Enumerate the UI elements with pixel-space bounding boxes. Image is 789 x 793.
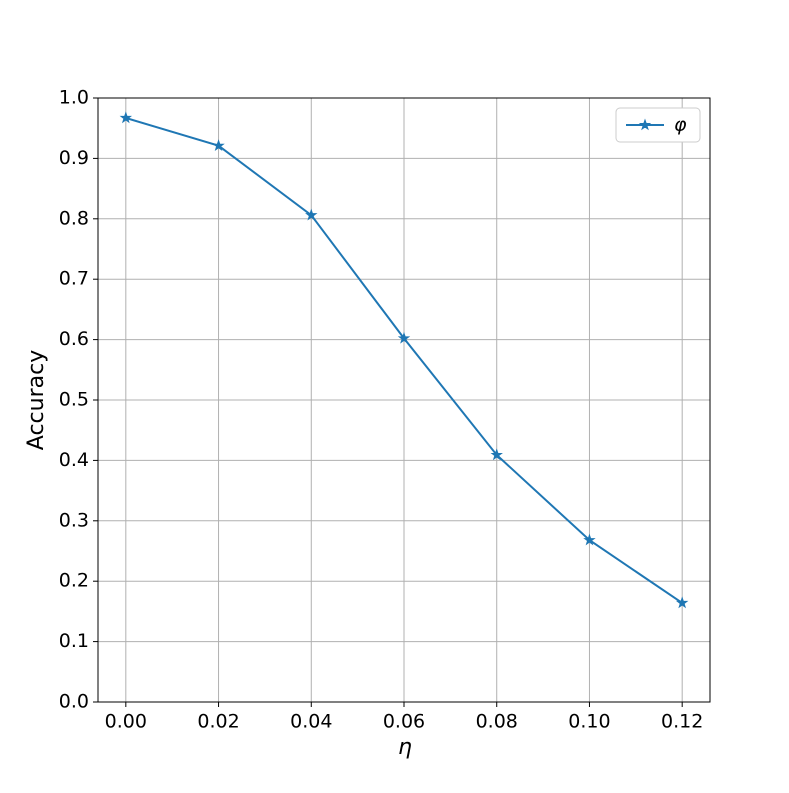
y-tick-label: 0.1	[59, 630, 89, 652]
x-tick-label: 0.10	[568, 711, 610, 733]
data-point	[675, 596, 689, 609]
plot-frame	[97, 97, 711, 703]
data-point	[119, 111, 133, 124]
data-point	[212, 139, 225, 151]
y-tick-label: 0.4	[59, 449, 89, 471]
y-tick-label: 0.0	[59, 691, 89, 713]
y-tick-label: 0.6	[59, 328, 89, 350]
data-point	[305, 208, 318, 221]
x-tick-label: 0.04	[290, 711, 332, 733]
x-tick-label: 0.02	[197, 711, 239, 733]
y-tick-label: 0.2	[59, 570, 89, 592]
y-tick-label: 0.5	[59, 389, 89, 411]
y-tick-label: 0.9	[59, 147, 89, 169]
x-tick-label: 0.06	[383, 711, 425, 733]
y-tick-label: 1.0	[59, 87, 89, 109]
x-tick-label: 0.12	[661, 711, 703, 733]
x-tick-label: 0.00	[105, 711, 147, 733]
x-tick-label: 0.08	[476, 711, 518, 733]
legend-label: φ	[674, 114, 687, 136]
data-point	[397, 331, 411, 344]
y-tick-label: 0.3	[59, 509, 89, 531]
y-tick-label: 0.7	[59, 268, 89, 290]
data-point	[490, 448, 503, 461]
legend-marker	[638, 118, 652, 131]
y-axis-label: Accuracy	[24, 350, 49, 450]
x-axis-label: η	[398, 735, 412, 760]
data-point	[583, 533, 596, 546]
y-tick-label: 0.8	[59, 207, 89, 229]
